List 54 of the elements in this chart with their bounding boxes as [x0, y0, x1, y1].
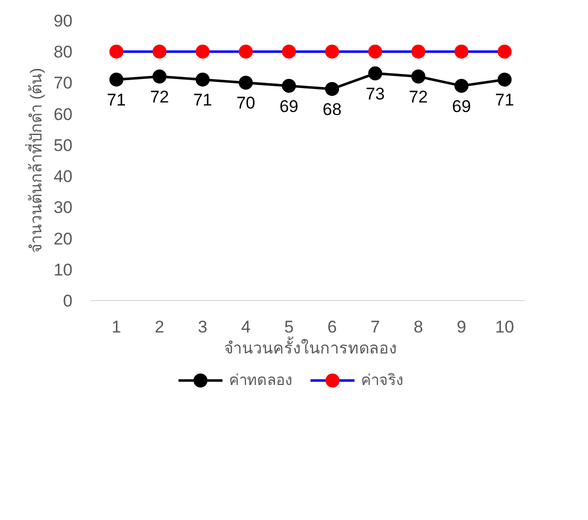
data-label: 68 — [322, 100, 342, 119]
data-label: 71 — [193, 90, 212, 110]
data-label: 73 — [366, 84, 385, 104]
point — [454, 44, 468, 59]
y-axis-title: จำนวนต้นกล้าที่ปักดำ (ต้น) — [24, 68, 46, 254]
data-label: 72 — [408, 88, 428, 106]
data-label: 71 — [495, 90, 514, 110]
legend-label: ค่าทดลอง — [229, 372, 292, 389]
point — [368, 44, 382, 59]
point — [411, 44, 426, 59]
point — [152, 44, 167, 59]
data-label: 72 — [150, 88, 169, 106]
legend-label: ค่าจริง — [361, 372, 404, 389]
point — [498, 44, 512, 59]
data-label: 69 — [279, 96, 298, 116]
point — [109, 44, 124, 59]
point — [152, 70, 167, 84]
point — [282, 78, 296, 93]
x-tick-label: 3 — [198, 318, 208, 336]
x-tick-label: 1 — [112, 318, 122, 336]
point — [368, 66, 382, 80]
point — [454, 78, 468, 93]
x-tick-label: 7 — [370, 318, 380, 336]
point — [282, 44, 296, 59]
point — [325, 82, 340, 96]
x-tick-label: 8 — [414, 318, 424, 336]
y-tick-label: 10 — [54, 260, 73, 280]
y-tick-label: 20 — [54, 229, 73, 248]
y-tick-label: 50 — [54, 136, 73, 155]
y-tick-label: 30 — [54, 198, 73, 218]
point — [238, 76, 253, 90]
x-tick-label: 6 — [327, 318, 337, 336]
x-tick-label: 10 — [495, 318, 514, 336]
point — [498, 72, 512, 87]
x-axis-title: จำนวนครั้งในการทดลอง — [224, 336, 397, 358]
y-tick-label: 70 — [54, 74, 73, 93]
point — [109, 72, 124, 87]
y-tick-label: 80 — [54, 42, 73, 62]
x-tick-label: 9 — [456, 318, 466, 336]
x-tick-label: 5 — [284, 318, 294, 336]
y-tick-label: 60 — [54, 104, 73, 124]
data-label: 69 — [452, 96, 471, 116]
point — [196, 72, 210, 87]
point — [238, 44, 253, 59]
point — [196, 44, 210, 59]
point — [325, 44, 340, 59]
data-label: 70 — [236, 94, 256, 113]
data-label: 71 — [106, 90, 126, 110]
y-tick-label: 40 — [54, 167, 73, 186]
x-tick-label: 4 — [241, 318, 251, 336]
y-tick-label: 90 — [54, 12, 73, 30]
point — [411, 70, 426, 84]
x-tick-label: 2 — [154, 318, 164, 336]
y-tick-label: 0 — [63, 292, 73, 310]
